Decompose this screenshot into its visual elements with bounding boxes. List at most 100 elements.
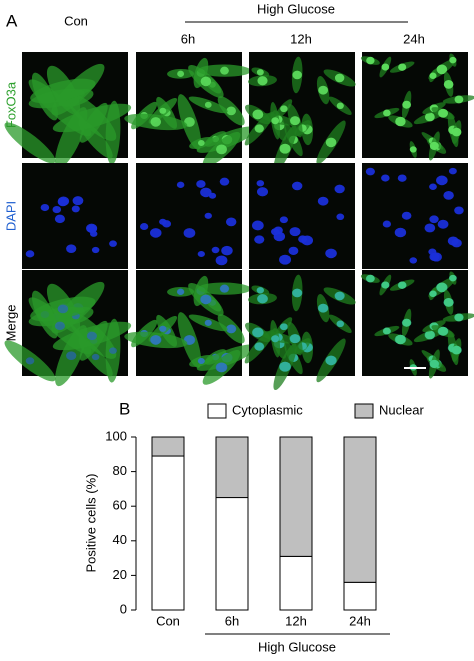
cell-nucleus [66,351,77,360]
cell-nucleus [317,303,329,313]
cell-nucleus [150,228,162,238]
cell-nucleus [382,220,392,228]
cell-nucleus [72,196,84,206]
cell-nucleus [336,213,345,221]
micrograph [4,52,132,169]
cell-nucleus [397,281,407,289]
bar-segment [151,436,185,457]
bar-segment [215,497,249,611]
bar-segment [343,581,377,611]
cell-nucleus [437,219,449,229]
cell-nucleus [86,224,97,234]
cell-nucleus [289,334,301,344]
cell-nucleus [429,183,437,190]
cell-body [55,107,88,169]
cell-nucleus [429,72,437,79]
cell-nucleus [257,76,268,86]
cell-nucleus [226,106,236,116]
y-tick-label: 0 [120,601,127,616]
column-label: 6h [181,31,195,46]
row-label: DAPI [3,201,18,231]
cell-nucleus [91,246,100,254]
micrograph [124,52,258,167]
cell-nucleus [448,167,457,175]
cell-nucleus [334,73,345,83]
x-tick-label: Con [156,613,180,628]
cell-nucleus [438,108,449,118]
cell-nucleus [279,143,291,154]
cell-nucleus [176,181,185,188]
cell-nucleus [279,323,288,331]
cell-nucleus [365,167,375,176]
cell-nucleus [219,284,230,293]
cell-nucleus [424,112,435,122]
cell-nucleus [177,70,185,77]
cell-nucleus [197,250,205,258]
bar-segment [279,436,313,557]
cell-nucleus [251,327,264,338]
cell-nucleus [429,141,439,151]
cell-nucleus [381,281,390,289]
micrograph [136,163,242,269]
y-tick-label: 100 [105,428,127,443]
cell-nucleus [454,95,464,104]
cell-nucleus [409,257,418,264]
y-tick-label: 40 [113,532,127,547]
cell-nucleus [200,294,212,305]
column-label: Con [64,13,88,28]
cell-nucleus [397,174,407,182]
cell-nucleus [279,254,292,265]
cell-nucleus [254,342,265,351]
column-label: 12h [290,31,312,46]
cell-nucleus [159,107,167,114]
cell-nucleus [220,66,229,75]
bar-segment [151,455,185,611]
cell-nucleus [91,353,100,361]
cell-nucleus [334,184,345,194]
cell-nucleus [256,287,265,294]
cell-nucleus [256,187,269,197]
cell-nucleus [424,330,436,340]
panel-label: A [6,11,18,30]
cell-nucleus [401,211,412,220]
cell-nucleus [221,245,233,256]
cell-nucleus [254,235,265,244]
micrograph [360,52,474,161]
micrograph [124,270,258,385]
micrograph [362,163,468,269]
micrograph [244,52,356,173]
cell-nucleus [40,203,50,212]
cell-nucleus [292,181,303,191]
cell-nucleus [256,294,269,304]
cell-nucleus [292,70,302,80]
group-label: High Glucose [257,1,335,16]
cell-nucleus [204,101,212,108]
bar-segment [215,436,249,499]
cell-nucleus [86,331,97,341]
cell-nucleus [366,56,375,65]
cell-nucleus [176,288,185,295]
cell-nucleus [325,248,337,259]
cell-nucleus [336,320,345,328]
cell-nucleus [292,288,303,298]
cell-nucleus [219,177,230,186]
cell-nucleus [109,240,117,247]
legend-label: Cytoplasmic [232,402,303,417]
y-tick-label: 60 [113,498,127,513]
cell-nucleus [454,206,464,215]
column-label: 24h [403,31,425,46]
bar-segment [343,436,377,583]
cell-nucleus [436,282,448,293]
cell-nucleus [429,290,437,297]
cell-nucleus [454,313,464,322]
cell-nucleus [256,69,264,76]
cell-nucleus [398,63,407,71]
cell-nucleus [197,139,205,147]
image-background [362,163,468,269]
cell-nucleus [54,321,66,331]
cell-nucleus [254,124,264,133]
group-label: High Glucose [258,639,336,654]
cell-nucleus [429,252,440,262]
cell-nucleus [437,326,449,336]
